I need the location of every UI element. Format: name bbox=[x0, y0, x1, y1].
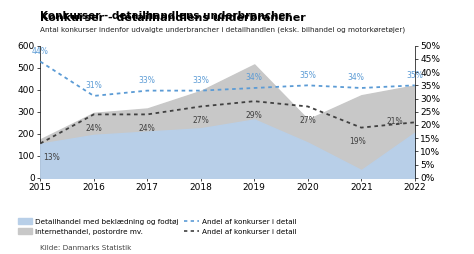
Text: 31%: 31% bbox=[85, 81, 102, 90]
Text: 21%: 21% bbox=[387, 117, 404, 126]
Text: 29%: 29% bbox=[246, 111, 263, 120]
Text: 44%: 44% bbox=[32, 47, 49, 56]
Text: 35%: 35% bbox=[299, 71, 316, 80]
Text: 35%: 35% bbox=[406, 71, 423, 80]
Legend: Detailhandel med beklædning og fodtøj, Internethandel, postordre mv., Andel af k: Detailhandel med beklædning og fodtøj, I… bbox=[18, 218, 296, 235]
Text: 13%: 13% bbox=[43, 153, 60, 162]
Text: 24%: 24% bbox=[85, 124, 102, 133]
Text: 34%: 34% bbox=[246, 73, 263, 83]
Text: Konkurser - detailhandlens underbrancher: Konkurser - detailhandlens underbrancher bbox=[40, 13, 306, 23]
Text: Konkurser - detailhandlens underbrancher: Konkurser - detailhandlens underbrancher bbox=[40, 11, 291, 21]
Text: Kilde: Danmarks Statistik: Kilde: Danmarks Statistik bbox=[40, 245, 132, 251]
Text: 33%: 33% bbox=[139, 76, 156, 85]
Text: Antal konkurser indenfor udvalgte underbrancher i detailhandlen (eksk. bilhandel: Antal konkurser indenfor udvalgte underb… bbox=[40, 27, 405, 33]
Text: 19%: 19% bbox=[349, 137, 365, 146]
Text: 27%: 27% bbox=[300, 116, 316, 125]
Text: 33%: 33% bbox=[192, 76, 209, 85]
Text: 27%: 27% bbox=[192, 116, 209, 125]
Text: 34%: 34% bbox=[347, 73, 364, 83]
Text: 24%: 24% bbox=[139, 124, 155, 133]
